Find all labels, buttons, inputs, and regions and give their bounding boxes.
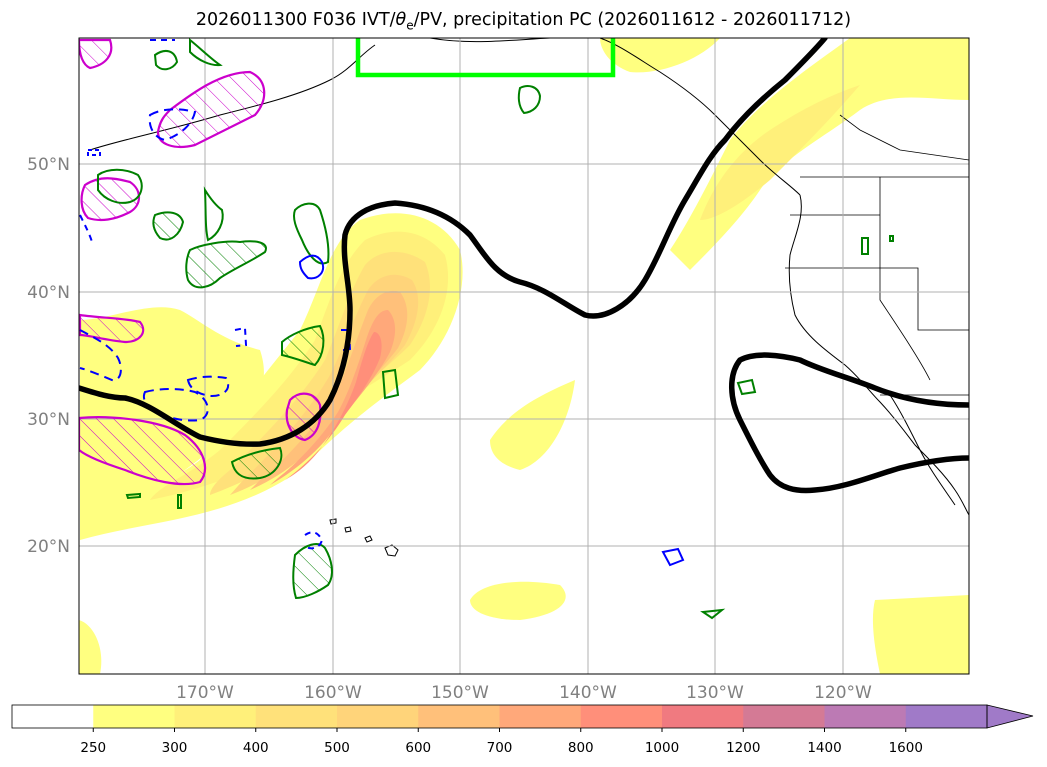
jet-contour-main: [79, 38, 828, 447]
theta-e-region: [79, 38, 113, 70]
pv-contour: [185, 240, 267, 289]
colorbar-segment: [580, 705, 663, 728]
colorbar-segment: [824, 705, 907, 728]
pv-contour: [517, 85, 542, 115]
colorbar-extend-arrow: [986, 704, 1034, 729]
california-nevada-diagonal: [879, 268, 931, 381]
pv-contour: [292, 202, 330, 265]
colorbar-tick-label: 250: [80, 740, 106, 756]
pv-contour: [889, 235, 894, 242]
pv-contour: [87, 149, 101, 156]
pv-contour: [97, 168, 143, 204]
theta-e-contours: [79, 38, 322, 486]
pv-contour: [79, 329, 122, 382]
canada-province-border: [839, 114, 969, 161]
colorbar-segment: [662, 705, 744, 728]
pv-contour: [189, 38, 223, 67]
pv-contour: [700, 608, 726, 620]
lon-label-130w: 130°W: [686, 683, 744, 703]
pv-contour: [861, 237, 869, 255]
pv-contour: [148, 108, 197, 142]
highlight-box: [355, 38, 616, 78]
colorbar-segment: [337, 705, 419, 728]
ivt-band-250: [490, 380, 575, 470]
ivt-band-250: [670, 38, 969, 270]
map-area: [79, 38, 969, 674]
ivt-band-800: [285, 332, 382, 480]
longitude-labels: 170°W 160°W 150°W 140°W 130°W 120°W: [176, 683, 872, 703]
ivt-band-250: [872, 595, 969, 674]
colorbar: 250 300 400 500 600 700 800 1000 1200 1400 1600: [11, 704, 1034, 756]
lat-label-40: 40°N: [27, 283, 70, 303]
colorbar-tick-labels: 250 300 400 500 600 700 800 1000 1200 1400 1600: [80, 728, 923, 756]
colorbar-tick-label: 700: [487, 740, 513, 756]
ivt-band-250: [470, 581, 566, 620]
colorbar-tick-label: 400: [243, 740, 269, 756]
pv-contour: [661, 547, 685, 567]
lon-label-120w: 120°W: [814, 683, 872, 703]
hawaii-island: [329, 518, 337, 525]
pv-contour: [292, 543, 333, 600]
lon-label-160w: 160°W: [304, 683, 362, 703]
pv-contour: [125, 492, 141, 500]
lat-label-30: 30°N: [27, 410, 70, 430]
hawaii-island: [364, 535, 373, 543]
gridlines: [79, 38, 969, 674]
colorbar-segment: [499, 705, 582, 728]
colorbar-tick-label: 1000: [645, 740, 679, 756]
colorbar-segment: [174, 705, 257, 728]
colorbar-tick-label: 1400: [807, 740, 841, 756]
pv-contour: [736, 378, 757, 396]
pv-contour: [304, 531, 324, 550]
lon-label-150w: 150°W: [431, 683, 489, 703]
colorbar-tick-label: 300: [162, 740, 188, 756]
colorbar-tick-label: 1200: [726, 740, 760, 756]
colorbar-segment: [418, 705, 500, 728]
colorbar-segment: [12, 705, 94, 728]
lat-label-20: 20°N: [27, 537, 70, 557]
pv-contour: [153, 49, 179, 71]
pv-contour: [234, 326, 248, 347]
pv-contour: [341, 329, 352, 351]
colorbar-segment: [255, 705, 338, 728]
pv-contour: [79, 214, 93, 243]
baja-california-coastline: [889, 394, 956, 506]
nevada-border: [880, 267, 969, 331]
latitude-labels: 50°N 40°N 30°N 20°N: [27, 155, 70, 557]
hawaii-island: [344, 526, 352, 533]
pv-contour: [152, 211, 185, 241]
pv-contour: [381, 368, 400, 400]
colorbar-tick-label: 800: [568, 740, 594, 756]
pv-contour: [203, 186, 224, 242]
jet-contour-southern: [729, 352, 969, 494]
jet-contours: [79, 38, 969, 494]
colorbar-segment: [905, 705, 988, 728]
ivt-band-250: [600, 38, 720, 73]
pv-contour: [177, 494, 182, 509]
colorbar-tick-label: 600: [405, 740, 431, 756]
pv-contour: [186, 375, 230, 398]
state-borders: [785, 114, 969, 396]
lon-label-140w: 140°W: [559, 683, 617, 703]
colorbar-tick-label: 1600: [889, 740, 923, 756]
pv-contour: [298, 254, 324, 280]
ivt-filled-contours: [79, 38, 969, 674]
theta-e-region: [285, 392, 322, 442]
lat-label-50: 50°N: [27, 155, 70, 175]
ivt-band-250: [79, 620, 102, 674]
theta-e-region: [79, 416, 207, 486]
colorbar-tick-label: 500: [324, 740, 350, 756]
colorbar-segment: [743, 705, 825, 728]
colorbar-segment: [93, 705, 175, 728]
pv-contour: [281, 324, 325, 367]
pv-contour: [230, 446, 283, 480]
colorbar-segments: [12, 705, 988, 728]
lon-label-170w: 170°W: [176, 683, 234, 703]
map-frame: [78, 37, 970, 675]
ivt-band-700: [270, 310, 396, 485]
map-title: 2026011300 F036 IVT/θe/PV, precipitation…: [195, 10, 852, 33]
pv-positive-contours: [97, 38, 894, 620]
ivt-band-300: [700, 85, 860, 220]
